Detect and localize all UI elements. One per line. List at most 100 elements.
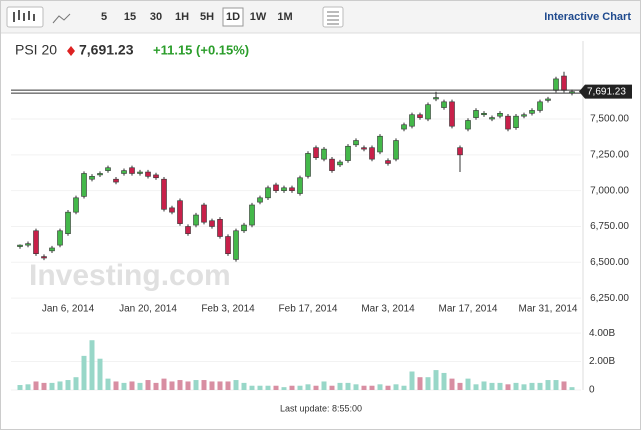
volume-bar [273, 385, 279, 390]
volume-bar [145, 380, 151, 390]
candle-body [225, 236, 231, 255]
candle-body [257, 197, 263, 203]
candle-body [105, 167, 111, 171]
candle-body [241, 224, 247, 232]
volume-bar [337, 382, 343, 390]
candle-body [361, 147, 367, 150]
candle-body [545, 98, 551, 101]
candle-body [425, 104, 431, 120]
candle-body [65, 211, 71, 234]
price: 7,691.23 [79, 42, 134, 58]
x-tick-label: Jan 20, 2014 [119, 304, 177, 315]
volume-bar [105, 378, 111, 390]
interval-button[interactable]: 5H [200, 11, 214, 23]
candle-body [457, 147, 463, 156]
candle-body [169, 207, 175, 213]
volume-bar [537, 382, 543, 390]
y-tick-label: 7,250.00 [590, 149, 629, 160]
candle-body [233, 230, 239, 260]
volume-bar [313, 385, 319, 390]
volume-bar [361, 385, 367, 390]
volume-bar [225, 381, 231, 390]
volume-tick-label: 4.00B [589, 328, 615, 339]
volume-bar [369, 385, 375, 390]
candle-body [89, 176, 95, 180]
volume-bar [345, 382, 351, 390]
candle-body [529, 110, 535, 114]
volume-bar [153, 382, 159, 390]
candle-body [385, 160, 391, 164]
candle-body [97, 173, 103, 176]
volume-bar [513, 382, 519, 390]
volume-bar [457, 382, 463, 390]
volume-bar [425, 377, 431, 390]
x-tick-label: Mar 31, 2014 [519, 304, 578, 315]
interval-button[interactable]: 1M [277, 11, 292, 23]
candle-body [409, 114, 415, 127]
candle-body [305, 153, 311, 177]
volume-bar [73, 377, 79, 390]
candle-body [129, 167, 135, 174]
x-tick-label: Feb 17, 2014 [279, 304, 338, 315]
candle-body [273, 184, 279, 191]
volume-bar [201, 380, 207, 390]
interval-button[interactable]: 1W [250, 11, 267, 23]
x-tick-label: Mar 3, 2014 [361, 304, 415, 315]
candle-body [337, 161, 343, 166]
candle-body [161, 178, 167, 210]
x-tick-label: Jan 6, 2014 [42, 304, 95, 315]
candle-body [329, 158, 335, 171]
volume-bar [209, 381, 215, 390]
interval-button[interactable]: 5 [101, 11, 107, 23]
interactive-chart-link[interactable]: Interactive Chart [544, 11, 631, 23]
volume-bar [553, 380, 559, 390]
candle-body [33, 230, 39, 255]
candle-body [465, 120, 471, 130]
volume-bar [569, 387, 575, 390]
y-tick-label: 6,250.00 [590, 293, 629, 304]
y-tick-label: 7,500.00 [590, 114, 629, 125]
volume-bar [113, 381, 119, 390]
volume-bar [417, 377, 423, 390]
candle-body [41, 256, 47, 259]
volume-bar [97, 358, 103, 390]
candle-body [497, 112, 503, 117]
volume-bar [329, 385, 335, 390]
volume-tick-label: 0 [589, 385, 595, 396]
candle-body [313, 147, 319, 159]
volume-bar [89, 340, 95, 390]
volume-bar [561, 381, 567, 390]
candle-body [481, 112, 487, 116]
candle-body [377, 135, 383, 153]
y-tick-label: 6,750.00 [590, 221, 629, 232]
volume-bar [481, 381, 487, 390]
volume-bar [321, 381, 327, 390]
volume-bar [185, 381, 191, 390]
volume-bar [441, 372, 447, 390]
line-type-button[interactable] [52, 13, 71, 24]
candle-body [153, 174, 159, 179]
candle-body [353, 140, 359, 146]
candle-body [209, 220, 215, 227]
interval-button[interactable]: 30 [150, 11, 162, 23]
change: +11.15 (+0.15%) [153, 42, 249, 57]
last-price-label: 7,691.23 [587, 86, 626, 97]
interval-active [222, 7, 244, 27]
last-price-flag [579, 84, 632, 99]
candle-body [17, 244, 23, 247]
volume-bar [121, 382, 127, 390]
x-tick-label: Feb 3, 2014 [201, 304, 255, 315]
candle-body [201, 204, 207, 223]
candle-body [137, 171, 143, 174]
candle-body [81, 173, 87, 197]
interval-button[interactable]: 1H [175, 11, 189, 23]
volume-bar [489, 382, 495, 390]
volume-bar [281, 387, 287, 390]
interval-button[interactable]: 15 [124, 11, 136, 23]
candle-body [217, 219, 223, 237]
volume-bar [161, 378, 167, 390]
volume-bar [385, 385, 391, 390]
interval-button[interactable]: 1D [226, 11, 240, 23]
